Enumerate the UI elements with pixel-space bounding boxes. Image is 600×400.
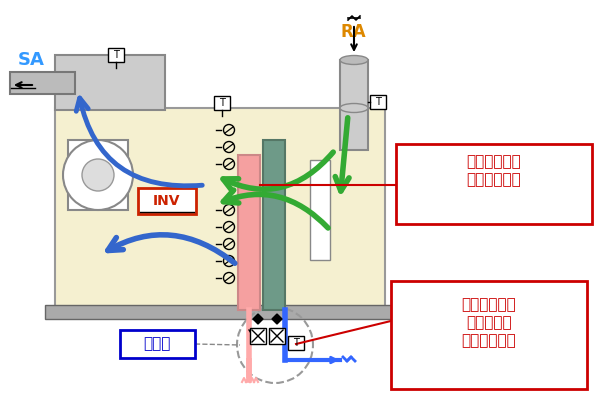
Bar: [238, 155, 260, 310]
Bar: [340, 60, 368, 150]
Text: T: T: [293, 338, 299, 348]
Circle shape: [63, 140, 133, 210]
Text: INV: INV: [153, 194, 181, 208]
Polygon shape: [253, 314, 263, 324]
Text: RA: RA: [340, 23, 365, 41]
Bar: [10, 72, 75, 94]
Bar: [55, 55, 165, 110]
Text: 給気温度制御: 給気温度制御: [467, 172, 521, 188]
Text: 冷水・温水の: 冷水・温水の: [461, 298, 517, 312]
Text: 制御弁で調節: 制御弁で調節: [461, 334, 517, 348]
Bar: [214, 96, 230, 110]
Text: 制御弁: 制御弁: [143, 336, 170, 352]
FancyBboxPatch shape: [138, 188, 196, 214]
Circle shape: [82, 159, 114, 191]
Bar: [370, 95, 386, 109]
Text: T: T: [219, 98, 225, 108]
Bar: [288, 336, 304, 350]
Bar: [250, 328, 266, 344]
Text: SA: SA: [18, 51, 45, 69]
Ellipse shape: [340, 56, 368, 64]
Bar: [269, 328, 285, 344]
FancyBboxPatch shape: [391, 281, 587, 389]
Text: ダンパによる: ダンパによる: [467, 154, 521, 170]
Polygon shape: [272, 314, 282, 324]
Bar: [120, 330, 195, 358]
Bar: [55, 108, 385, 308]
Bar: [45, 305, 395, 319]
Bar: [263, 140, 285, 310]
Text: 還り温度を: 還り温度を: [466, 316, 512, 330]
Bar: [108, 48, 124, 62]
Bar: [310, 160, 330, 260]
Text: T: T: [375, 97, 381, 107]
Ellipse shape: [340, 104, 368, 112]
Text: T: T: [113, 50, 119, 60]
Bar: [68, 140, 128, 210]
FancyBboxPatch shape: [396, 144, 592, 224]
